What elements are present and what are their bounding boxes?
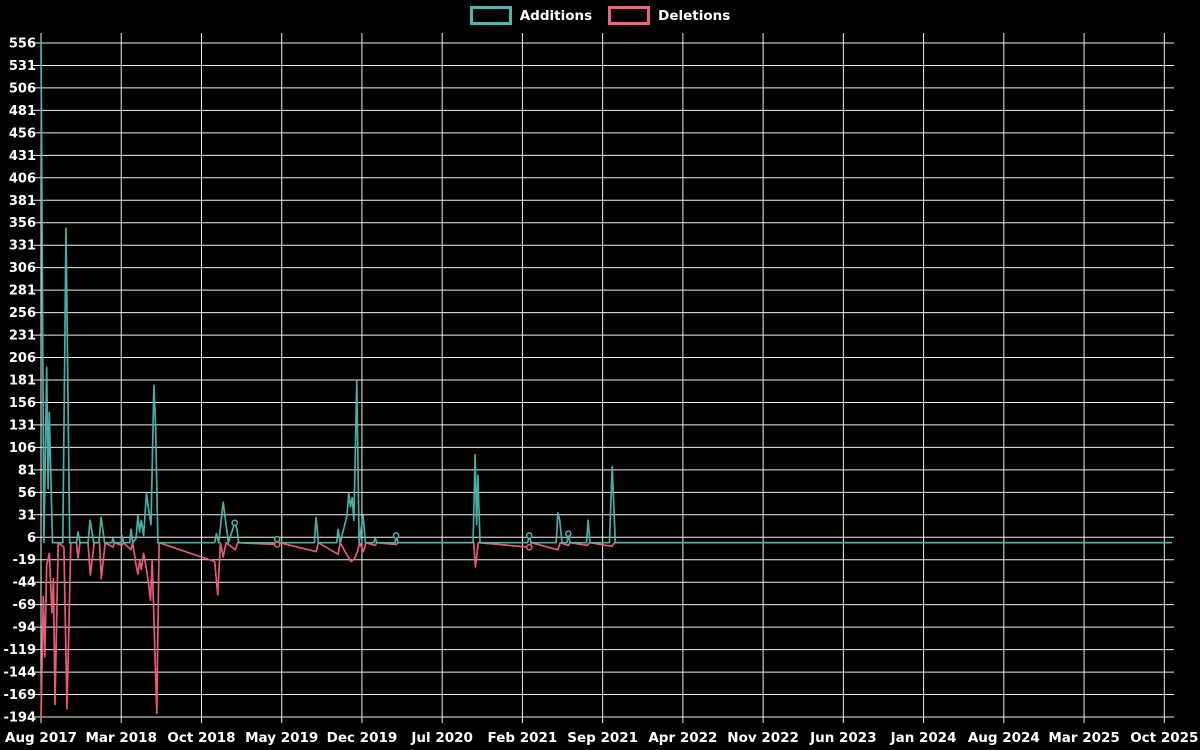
x-tick-label: Oct 2018 (167, 730, 235, 746)
y-tick-label: 156 (9, 396, 36, 411)
x-tick-label: Sep 2021 (567, 730, 638, 746)
deletions-point-marker (525, 543, 533, 551)
x-tick-label: Dec 2019 (327, 730, 398, 746)
x-tick-label: Jul 2020 (410, 730, 473, 746)
y-tick-label: -19 (13, 553, 37, 568)
y-tick-label: 456 (9, 126, 36, 141)
y-tick-label: 506 (9, 81, 36, 96)
additions-point-marker (231, 519, 239, 527)
y-tick-label: 31 (18, 508, 36, 523)
y-tick-label: 181 (9, 374, 36, 389)
legend-label-deletions: Deletions (658, 7, 731, 24)
additions-point-marker (273, 535, 281, 543)
y-tick-label: -169 (3, 688, 36, 703)
y-tick-label: 256 (9, 306, 36, 321)
y-tick-label: 206 (9, 351, 36, 366)
deletions-point-marker (273, 541, 281, 548)
x-tick-label: Aug 2024 (968, 730, 1040, 746)
x-tick-label: Jun 2023 (809, 730, 877, 746)
x-tick-label: Apr 2022 (648, 730, 717, 746)
y-tick-label: 56 (18, 486, 36, 501)
x-tick-label: Mar 2025 (1048, 730, 1119, 746)
y-tick-label: -119 (3, 643, 36, 658)
additions-point-marker (564, 530, 572, 538)
y-tick-label: -44 (13, 576, 37, 591)
additions-swatch-icon (469, 6, 512, 25)
x-tick-label: Mar 2018 (85, 730, 156, 746)
y-tick-label: -144 (3, 666, 36, 681)
y-tick-label: 356 (9, 216, 36, 231)
y-tick-label: 406 (9, 171, 36, 186)
y-tick-label: -94 (13, 621, 37, 636)
additions-point-marker (525, 532, 533, 539)
y-tick-label: 331 (9, 239, 36, 254)
y-tick-label: 81 (18, 463, 36, 478)
legend-item-deletions[interactable]: Deletions (608, 6, 730, 25)
y-tick-label: 481 (9, 104, 36, 119)
y-tick-label: 381 (9, 194, 36, 209)
y-tick-label: 231 (9, 329, 36, 344)
y-tick-label: 531 (9, 59, 36, 74)
legend-label-additions: Additions (519, 7, 593, 24)
y-tick-label: -69 (13, 598, 37, 613)
deletions-swatch-icon (608, 6, 651, 25)
x-tick-label: Nov 2022 (727, 730, 799, 746)
x-tick-label: Jan 2024 (890, 730, 957, 746)
y-tick-label: 306 (9, 261, 36, 276)
x-tick-label: Aug 2017 (5, 730, 77, 746)
chart-legend: Additions Deletions (0, 6, 1200, 25)
additions-point-marker (392, 532, 400, 539)
y-tick-label: 281 (9, 284, 36, 299)
y-tick-label: 6 (27, 531, 36, 546)
y-tick-label: 556 (9, 37, 36, 52)
y-tick-label: 431 (9, 149, 36, 164)
y-tick-label: -194 (3, 711, 36, 726)
deletions-line (40, 541, 1173, 718)
x-tick-label: Feb 2021 (488, 730, 558, 746)
additions-line (40, 42, 1173, 544)
x-tick-label: Oct 2025 (1130, 730, 1198, 746)
y-tick-label: 106 (9, 441, 36, 456)
legend-item-additions[interactable]: Additions (469, 6, 593, 25)
y-tick-label: 131 (9, 418, 36, 433)
x-tick-label: May 2019 (245, 730, 318, 746)
